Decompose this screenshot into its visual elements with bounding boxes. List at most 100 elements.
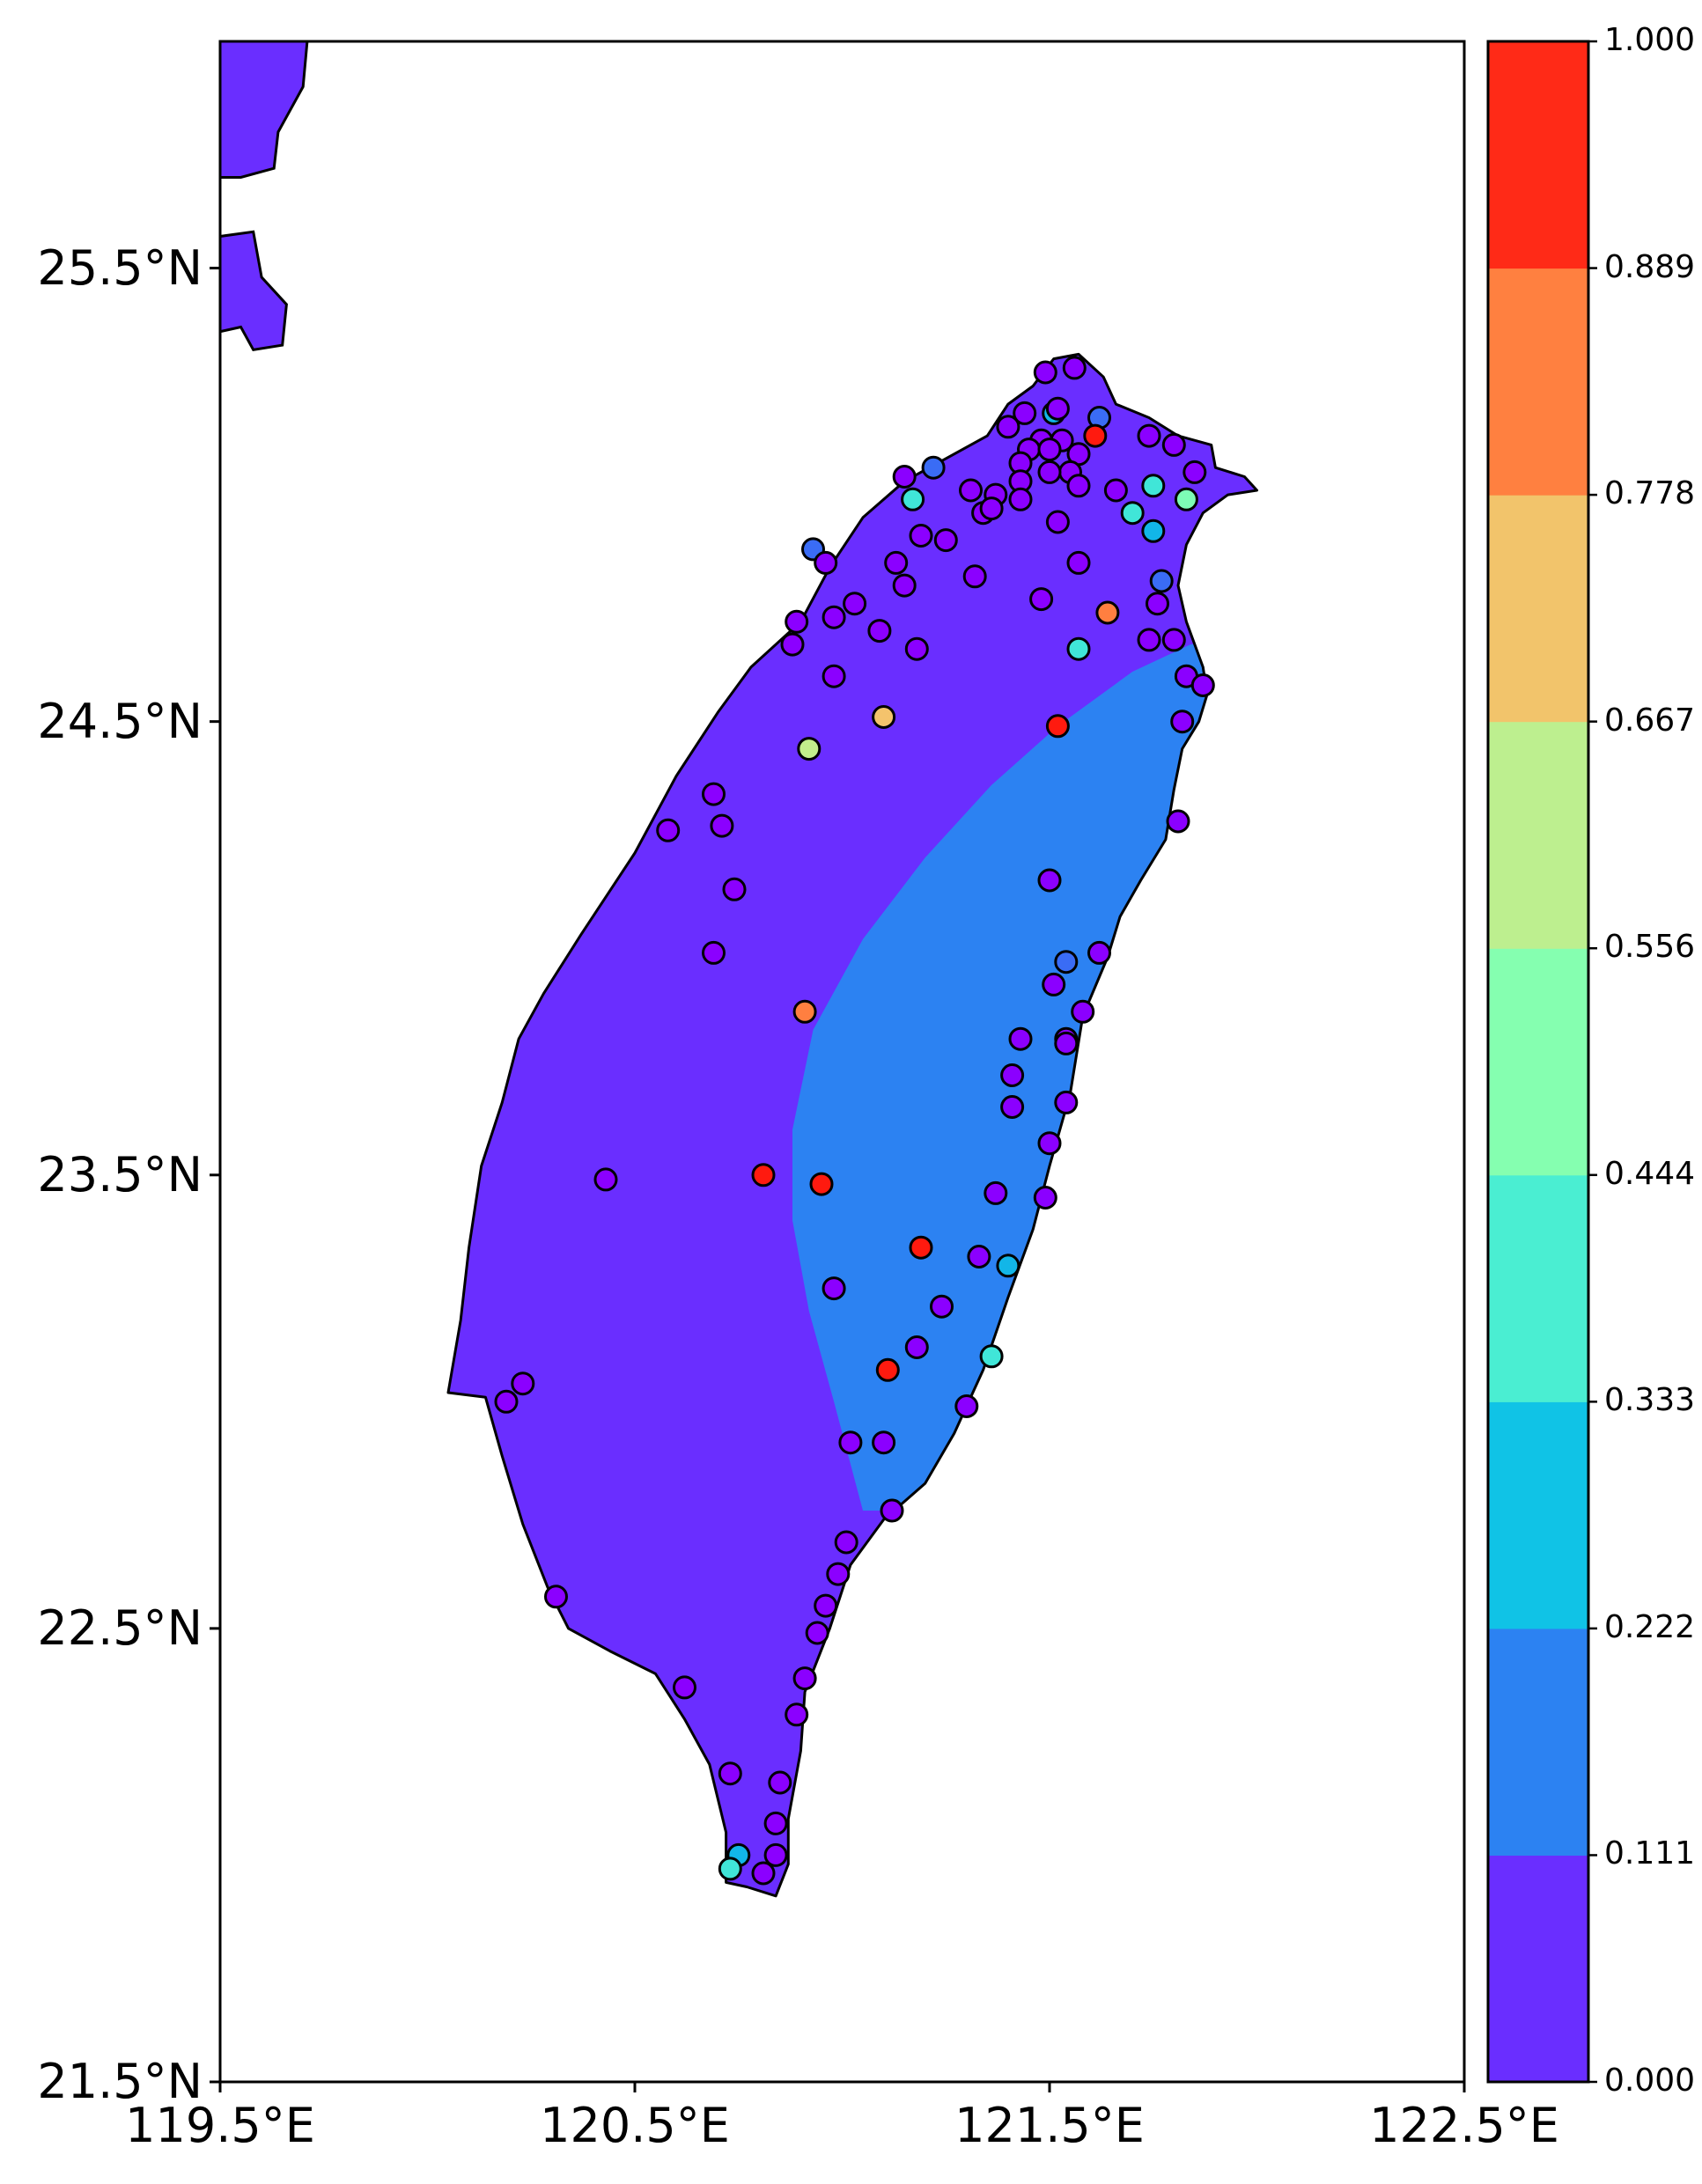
station-point <box>1029 587 1054 612</box>
station-point <box>751 1861 776 1886</box>
station-layer <box>494 356 1215 1886</box>
station-point <box>979 1344 1004 1369</box>
fujian-coastline-south <box>218 230 288 351</box>
station-point <box>1037 438 1062 462</box>
station-point <box>1095 600 1120 625</box>
station-point <box>822 664 846 688</box>
station-point <box>904 636 929 661</box>
station-point <box>1071 999 1095 1024</box>
station-point <box>1103 478 1128 503</box>
station-point <box>984 1180 1008 1205</box>
station-point <box>1120 501 1145 526</box>
station-point <box>822 605 846 629</box>
station-point <box>1033 360 1057 385</box>
station-point <box>1146 592 1169 616</box>
station-point <box>797 737 822 761</box>
lat-tick-label: 25.5°N <box>37 239 203 296</box>
station-point <box>593 1167 618 1192</box>
station-point <box>1008 1026 1033 1051</box>
station-point <box>785 1702 809 1727</box>
station-point <box>892 573 917 598</box>
station-point <box>875 1357 900 1382</box>
station-point <box>921 455 946 480</box>
station-point <box>718 1857 742 1881</box>
station-point <box>710 813 734 838</box>
station-point <box>805 1621 829 1645</box>
station-point <box>763 1842 788 1867</box>
station-point <box>792 999 817 1024</box>
fujian-coast-north <box>220 41 307 178</box>
colorbar-border <box>1486 40 1590 2084</box>
station-point <box>1045 714 1070 739</box>
fujian-coast-south <box>220 232 287 350</box>
station-point <box>892 465 917 489</box>
station-point <box>904 1335 929 1359</box>
station-point <box>1141 474 1166 498</box>
station-point <box>1166 809 1190 834</box>
station-point <box>826 1562 851 1586</box>
colorbar-tick-label: 0.778 <box>1604 475 1696 512</box>
station-point <box>702 940 726 965</box>
lon-tick-label: 121.5°E <box>954 2098 1145 2153</box>
station-point <box>933 528 958 553</box>
colorbar-tick-label: 1.000 <box>1604 22 1696 58</box>
taiwan-coastline <box>446 352 1258 1898</box>
station-point <box>967 1245 991 1268</box>
station-point <box>768 1770 792 1795</box>
station-point <box>1037 1131 1062 1156</box>
coastline-layer <box>218 40 1258 1898</box>
station-point <box>880 1498 904 1523</box>
fujian-coastline-north <box>218 40 309 179</box>
colorbar-tick-label: 0.667 <box>1604 702 1696 739</box>
colorbar-segment <box>1488 721 1588 949</box>
tick-layer <box>210 267 1466 2092</box>
lon-tick-label: 122.5°E <box>1369 2098 1559 2153</box>
station-point <box>1066 636 1091 661</box>
station-point <box>872 1430 896 1455</box>
station-point <box>1161 628 1186 652</box>
station-point <box>1045 510 1070 534</box>
colorbar-segment <box>1488 268 1588 496</box>
station-point <box>1033 1186 1057 1210</box>
station-point <box>1037 460 1062 484</box>
station-point <box>884 550 909 575</box>
station-point <box>1037 868 1062 893</box>
station-point <box>763 1811 788 1835</box>
station-point <box>1013 401 1037 425</box>
station-point <box>1141 518 1166 543</box>
station-point <box>909 524 933 548</box>
station-point <box>1045 396 1070 421</box>
station-point <box>959 478 983 503</box>
station-point <box>544 1585 568 1609</box>
station-point <box>1054 1090 1079 1114</box>
colorbar-segment <box>1488 495 1588 723</box>
station-point <box>1087 940 1111 965</box>
station-point <box>1149 569 1174 593</box>
station-point <box>954 1394 979 1418</box>
lat-tick-label: 22.5°N <box>37 1599 203 1656</box>
lat-tick-label: 21.5°N <box>37 2054 203 2109</box>
station-point <box>834 1530 858 1555</box>
station-point <box>1000 1063 1025 1087</box>
station-point <box>996 1254 1020 1278</box>
station-point <box>1008 487 1033 511</box>
colorbar-tick-label: 0.222 <box>1604 1608 1696 1645</box>
colorbar-segment <box>1488 1628 1588 1856</box>
station-point <box>838 1430 863 1455</box>
colorbar-tick-label: 0.111 <box>1604 1835 1696 1872</box>
station-point <box>814 1593 838 1618</box>
station-point <box>979 496 1004 521</box>
station-point <box>867 619 892 643</box>
station-point <box>962 564 987 589</box>
colorbar-tick-label: 0.000 <box>1604 2063 1696 2099</box>
station-point <box>996 415 1020 439</box>
colorbar-segment <box>1488 1401 1588 1629</box>
station-point <box>722 877 747 901</box>
station-point <box>809 1172 834 1196</box>
station-point <box>1083 423 1108 448</box>
station-point <box>718 1761 742 1786</box>
station-point <box>1066 474 1091 498</box>
station-point <box>494 1389 519 1414</box>
station-point <box>814 550 838 575</box>
station-point <box>780 632 805 657</box>
